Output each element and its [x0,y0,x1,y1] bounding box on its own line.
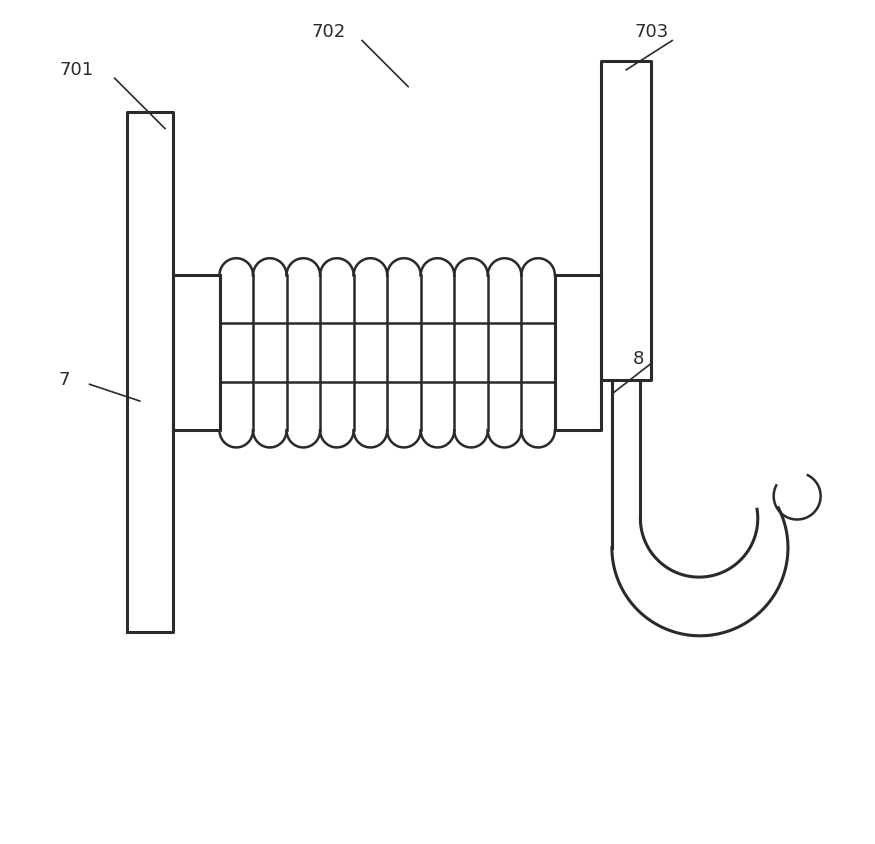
Text: 703: 703 [634,23,668,41]
Text: 701: 701 [60,61,94,78]
Text: 7: 7 [59,371,70,389]
Text: 702: 702 [312,23,346,41]
Text: 8: 8 [633,350,644,368]
